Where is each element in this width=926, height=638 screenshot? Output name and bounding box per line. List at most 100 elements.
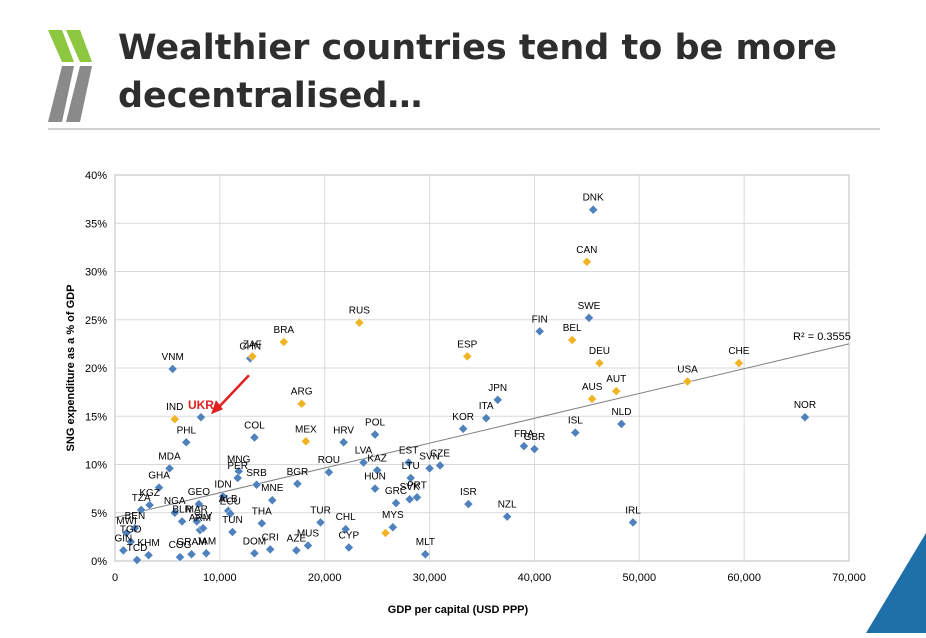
- title-divider: [48, 128, 880, 130]
- point-label-blr: BLR: [172, 504, 191, 515]
- point-mus: [303, 540, 313, 551]
- point-vnm: [167, 364, 178, 374]
- point-label-gram: GRAM: [177, 537, 207, 548]
- y-axis-label: SNG expenditure as a % of GDP: [65, 285, 77, 452]
- point-label-arg: ARG: [291, 387, 313, 398]
- point-label-pol: POL: [365, 418, 385, 429]
- point-label-bra: BRA: [274, 325, 295, 336]
- point-phl: [181, 437, 192, 448]
- point-label-rou: ROU: [318, 455, 340, 466]
- point-est: [403, 457, 414, 468]
- point-label-nld: NLD: [611, 407, 631, 418]
- title-line-1: Wealthier countries tend to be more: [118, 28, 837, 68]
- point-label-gha: GHA: [148, 471, 170, 482]
- point-label-mex: MEX: [295, 424, 317, 435]
- point-arg: [296, 398, 307, 409]
- x-tick-label: 50,000: [622, 572, 656, 584]
- point-label-prt: PRT: [407, 480, 427, 491]
- point-label-col: COL: [244, 420, 265, 431]
- point-mys: [388, 522, 398, 533]
- point-label-irl: IRL: [625, 505, 641, 516]
- y-tick-label: 40%: [85, 170, 107, 182]
- point-label-aus: AUS: [582, 382, 603, 393]
- point-label-chn: CHN: [239, 341, 261, 352]
- point-can: [582, 256, 592, 267]
- point-dom: [249, 548, 260, 559]
- annotation-arrow-line: [214, 374, 250, 413]
- data-points: [118, 204, 810, 565]
- point-mex: [300, 436, 311, 447]
- point-label-kgz: KGZ: [139, 488, 160, 499]
- point-usa: [682, 376, 693, 387]
- point-label-jpn: JPN: [488, 383, 507, 394]
- annotation-arrow-head: [210, 400, 223, 415]
- point-chl: [340, 524, 351, 535]
- point-label-slv: SLV: [194, 511, 212, 522]
- point-label-alb: ALB: [219, 494, 238, 505]
- point-label-mlt: MLT: [416, 537, 435, 548]
- point-aut: [611, 386, 622, 397]
- point-ltu: [405, 473, 416, 483]
- point-label-tha: THA: [252, 506, 272, 517]
- point-label-fra: FRA: [514, 429, 534, 440]
- point-blr: [177, 516, 187, 527]
- point-kgz: [144, 500, 155, 510]
- point-svn: [424, 463, 435, 474]
- point-label-mng: MNG: [227, 454, 251, 465]
- point-hrv: [338, 437, 349, 448]
- point-label-can: CAN: [576, 245, 597, 256]
- point-col: [249, 432, 260, 443]
- point-gram: [186, 549, 197, 560]
- x-tick-label: 70,000: [832, 572, 866, 584]
- point-label-gbr: GBR: [524, 432, 546, 443]
- point-khm: [143, 550, 154, 561]
- logo-chevron-grey-2: [66, 66, 92, 122]
- point-grc: [391, 498, 401, 508]
- point-fin: [534, 326, 545, 337]
- point-mys2: [380, 528, 391, 538]
- point-label-che: CHE: [728, 346, 749, 357]
- point-tun: [227, 527, 238, 537]
- plot-area-border: [114, 174, 850, 562]
- point-tcd: [132, 555, 142, 565]
- point-esp: [462, 351, 473, 362]
- point-label-deu: DEU: [589, 346, 610, 357]
- y-tick-label: 10%: [85, 460, 107, 472]
- point-dnk: [588, 204, 599, 215]
- logo-chevron-grey-1: [48, 66, 74, 122]
- point-bel: [567, 335, 578, 345]
- point-mlt: [420, 549, 431, 560]
- point-label-mar: MAR: [186, 504, 208, 515]
- point-label-hrv: HRV: [333, 425, 354, 436]
- point-label-nor: NOR: [794, 400, 816, 411]
- point-label-mne: MNE: [261, 483, 284, 494]
- point-kor: [458, 423, 468, 434]
- point-label-vnm: VNM: [162, 352, 184, 363]
- point-label-ltu: LTU: [402, 461, 420, 472]
- point-hun: [370, 483, 380, 494]
- point-zaf: [247, 351, 258, 362]
- point-deu: [594, 358, 605, 369]
- point-label-hun: HUN: [364, 472, 386, 483]
- point-label-rus: RUS: [349, 306, 370, 317]
- point-label-tur: TUR: [310, 505, 331, 516]
- logo-chevron-green-1: [48, 30, 74, 62]
- x-tick-label: 40,000: [518, 572, 552, 584]
- point-label-cyp: CYP: [339, 530, 360, 541]
- point-label-kor: KOR: [452, 412, 474, 423]
- point-bra: [278, 337, 289, 347]
- point-label-bel: BEL: [563, 323, 582, 334]
- point-isl: [570, 427, 581, 438]
- point-tza: [136, 505, 147, 515]
- point-label-mwi: MWI: [116, 516, 137, 527]
- point-label-svn: SVN: [419, 451, 440, 462]
- point-label-nga: NGA: [164, 496, 186, 507]
- point-bgr: [292, 478, 303, 489]
- y-tick-label: 20%: [85, 363, 107, 375]
- point-label-aut: AUT: [606, 374, 626, 385]
- point-idn: [218, 491, 228, 502]
- point-label-fin: FIN: [532, 314, 548, 325]
- point-cyp: [343, 542, 354, 553]
- point-label-swe: SWE: [578, 301, 601, 312]
